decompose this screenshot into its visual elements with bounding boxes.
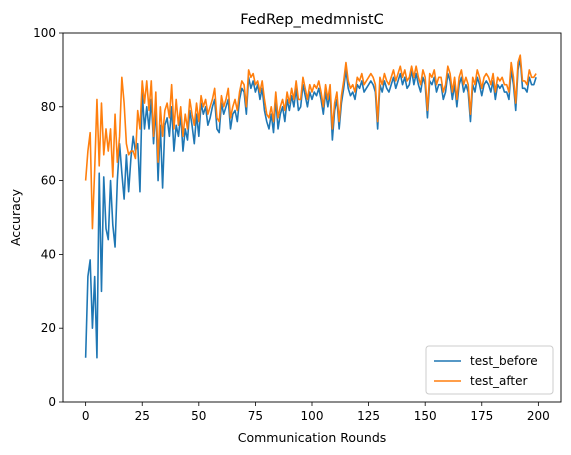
x-tick-label: 50 (191, 409, 206, 423)
legend-box (425, 345, 554, 395)
series-line-test-after (84, 54, 537, 230)
y-tick-label: 20 (41, 321, 56, 335)
series-line-test-before (84, 58, 537, 359)
x-axis: 0 25 50 75 100 125 150 175 200 (82, 402, 550, 423)
x-tick-label: 175 (470, 409, 493, 423)
y-axis: 0 20 40 60 80 100 (33, 26, 63, 409)
x-tick-label: 25 (135, 409, 150, 423)
legend-label: test_after (470, 374, 528, 388)
y-tick-label: 40 (41, 247, 56, 261)
y-tick-label: 80 (41, 100, 56, 114)
y-tick-label: 0 (48, 395, 56, 409)
x-tick-label: 75 (248, 409, 263, 423)
x-tick-label: 125 (357, 409, 380, 423)
x-axis-label: Communication Rounds (238, 430, 387, 445)
x-tick-label: 200 (527, 409, 550, 423)
legend-label: test_before (470, 354, 538, 368)
chart-title: FedRep_medmnistC (240, 12, 383, 28)
x-tick-label: 100 (301, 409, 324, 423)
legend: test_before test_after (425, 345, 554, 395)
x-tick-label: 150 (414, 409, 437, 423)
y-tick-label: 100 (33, 26, 56, 40)
x-tick-label: 0 (82, 409, 90, 423)
y-axis-label: Accuracy (8, 188, 23, 246)
y-tick-label: 60 (41, 174, 56, 188)
series-layer (84, 54, 537, 359)
